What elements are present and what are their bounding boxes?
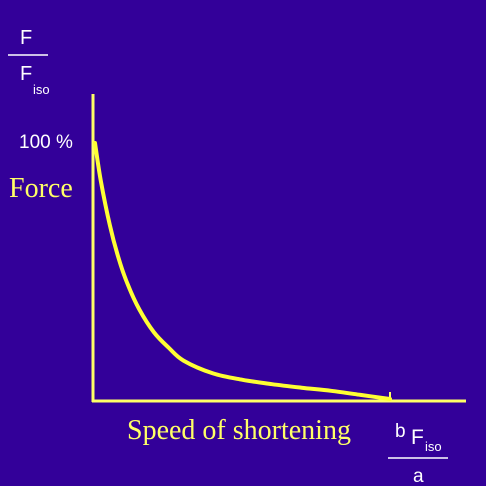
x-max-label-denominator: a [413,466,424,486]
y-fraction-subscript: iso [33,82,50,97]
series-line-0 [93,141,392,401]
x-axis-title: Speed of shortening [127,415,351,446]
y-fraction-numerator: F [20,27,32,49]
y-axis-title: Force [9,173,73,204]
x-max-label-prefix: b [395,421,406,442]
x-max-label-numerator: F [411,426,424,449]
y-tick-label-100: 100 % [19,132,73,153]
y-fraction-denominator: F [20,63,32,85]
x-max-label-subscript: iso [425,439,442,454]
series-layer [93,141,392,401]
